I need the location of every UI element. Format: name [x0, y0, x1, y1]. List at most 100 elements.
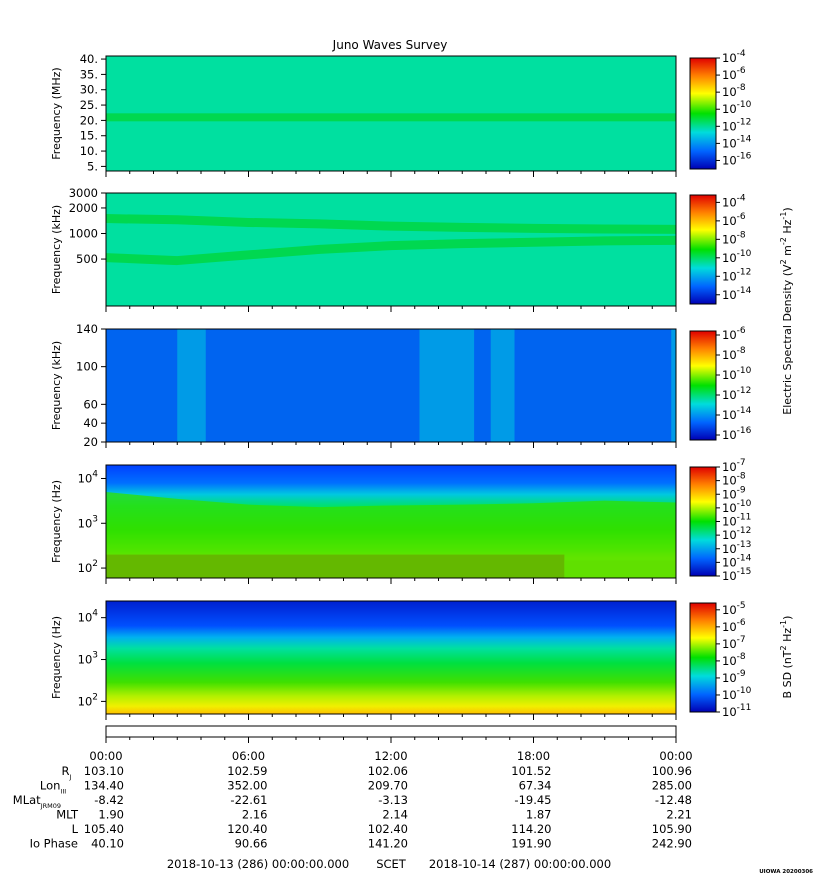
- panel-1: 40.35. 30.25.20. 15.10.5. Frequency (MHz) 10…: [50, 49, 752, 177]
- panel-4-cbar-tick-label: 10-8: [722, 472, 746, 488]
- panel-4-ytick-label: 103: [78, 514, 98, 530]
- panel-2-ytick-label: 3000: [69, 186, 98, 200]
- ephemeris-value: 114.20: [511, 822, 551, 836]
- panel-4-cbar-tick-label: 10-11: [722, 513, 751, 529]
- panel-3-cbar-tick-label: 10-16: [722, 426, 752, 442]
- panel-3-colorbar: [689, 330, 717, 441]
- panel-1-cbar-tick-label: 10-4: [722, 49, 746, 65]
- ephemeris-label: L: [72, 822, 79, 836]
- ephemeris-value: 2.21: [666, 808, 692, 822]
- ephemeris-value: 285.00: [652, 779, 692, 793]
- panel-3-cbar-tick-label: 10-14: [722, 406, 752, 422]
- panel-5-cbar-tick-label: 10-11: [722, 703, 751, 719]
- panel-3-cbar-tick-label: 10-8: [722, 346, 746, 362]
- panel-2-feature-1: [105, 214, 677, 234]
- panel-2-cbar-tick-label: 10-8: [722, 230, 746, 246]
- panel-2-cbar-tick-label: 10-10: [722, 249, 752, 265]
- ephemeris-value: 40.10: [91, 837, 124, 851]
- panel-5-cbar-tick-label: 10-5: [722, 601, 746, 617]
- footer-start: 2018-10-13 (286) 00:00:00.000: [167, 857, 349, 871]
- ephemeris-value: 1.90: [98, 808, 124, 822]
- footer-frame: SCET: [376, 857, 407, 871]
- time-label: 18:00: [517, 749, 550, 763]
- panel-5-cbar-tick-label: 10-10: [722, 686, 752, 702]
- time-label: 12:00: [374, 749, 407, 763]
- panel-1-cbar-tick-label: 10-12: [722, 117, 751, 133]
- ephemeris-value: -3.13: [378, 793, 408, 807]
- ephemeris-value: 102.06: [368, 764, 408, 778]
- panel-2-cbar-tick-label: 10-6: [722, 212, 746, 228]
- ephemeris-value: -22.61: [230, 793, 267, 807]
- panel-1-ytick-label: 40.: [80, 52, 98, 66]
- ephemeris-value: 2.16: [242, 808, 268, 822]
- footer-end: 2018-10-14 (287) 00:00:00.000: [429, 857, 611, 871]
- ephemeris-value: 2.14: [382, 808, 408, 822]
- panel-4-cbar-tick-label: 10-14: [722, 553, 752, 569]
- panel-1-cbar-tick-label: 10-6: [722, 66, 746, 82]
- panel-5-cbar-tick-label: 10-6: [722, 618, 746, 634]
- ephemeris-value: 100.96: [652, 764, 692, 778]
- ephemeris-value: 102.59: [227, 764, 267, 778]
- panel-5-colorbar: [689, 602, 717, 713]
- panel-2-cbar-tick-label: 10-4: [722, 193, 746, 209]
- panel-1-colorbar: [689, 57, 717, 170]
- panel-4-cbar-tick-label: 10-9: [722, 485, 746, 501]
- chart-title: Juno Waves Survey: [332, 38, 448, 52]
- panel-4-ylabel: Frequency (Hz): [50, 480, 63, 563]
- ephemeris-value: 67.34: [519, 779, 552, 793]
- panel-4: 104 103 102 Frequency (Hz) 10-710-810-910-10…: [50, 458, 752, 584]
- time-label: 00:00: [659, 749, 692, 763]
- ephemeris-value: 102.40: [368, 822, 408, 836]
- panel-1-ytick-label: 15.: [80, 129, 98, 143]
- panel-3-feature-1: [177, 329, 206, 442]
- ephemeris-label: MLatJRM09: [13, 793, 61, 810]
- panel-1-ytick-label: 30.: [80, 83, 98, 97]
- panel-3-ytick-label: 140: [76, 322, 98, 336]
- panel-4-feature-2: [106, 491, 676, 578]
- panel-2-ytick-label: 500: [76, 252, 98, 266]
- panel-2-cbar-tick-label: 10-12: [722, 267, 751, 283]
- panel-1-cbar-tick-label: 10-8: [722, 83, 746, 99]
- panel-1-feature-1: [106, 113, 676, 122]
- ephemeris-label: RJ: [61, 764, 71, 781]
- panel-2-ylabel: Frequency (kHz): [50, 205, 63, 294]
- ephemeris-value: 103.10: [84, 764, 124, 778]
- ephemeris-value: 141.20: [368, 837, 408, 851]
- panel-4-ytick-label: 102: [78, 559, 98, 575]
- panel-3-ytick-label: 100: [76, 360, 98, 374]
- ephemeris-value: -8.42: [94, 793, 124, 807]
- panel-4-cbar-tick-label: 10-10: [722, 499, 752, 515]
- time-axis: 00:00 06:00 12:00 18:00 00:00: [89, 725, 693, 763]
- ephemeris-value: -19.45: [514, 793, 551, 807]
- panel-4-cbar-tick-label: 10-7: [722, 458, 746, 474]
- panel-5-ylabel: Frequency (Hz): [50, 616, 63, 699]
- panel-1-cbar-tick-label: 10-10: [722, 100, 752, 116]
- panel-5-ytick-label: 104: [78, 609, 99, 625]
- time-strip: [105, 725, 677, 738]
- panel-1-ytick-label: 5.: [87, 159, 98, 173]
- panel-5-ytick-label: 102: [78, 692, 98, 708]
- panel-3-ytick-label: 20: [83, 435, 98, 449]
- panel-3-feature-4: [671, 329, 676, 442]
- panel-4-colorbar: [689, 466, 717, 577]
- ephemeris-value: 209.70: [368, 779, 408, 793]
- time-label: 00:00: [89, 749, 122, 763]
- time-label: 06:00: [232, 749, 265, 763]
- magnetic-colorbar-label: B SD (nT2 Hz-1): [779, 616, 794, 699]
- panel-2-ytick-label: 1000: [69, 227, 98, 241]
- panel-1-ylabel: Frequency (MHz): [50, 67, 63, 159]
- panel-3-cbar-tick-label: 10-6: [722, 326, 746, 342]
- panel-2-ytick-label: 2000: [69, 201, 98, 215]
- panel-1-ytick-label: 20.: [80, 113, 98, 127]
- panel-3-cbar-tick-label: 10-12: [722, 386, 751, 402]
- panel-4-cbar-tick-label: 10-12: [722, 526, 751, 542]
- ephemeris-label: Io Phase: [30, 837, 78, 851]
- panel-3-feature-3: [490, 329, 515, 442]
- panel-4-cbar-tick-label: 10-15: [722, 567, 751, 583]
- panel-1-ytick-label: 25.: [80, 98, 98, 112]
- electric-colorbar-label: Electric Spectral Density (V2 m-2 Hz-1): [779, 207, 794, 414]
- panel-5-spectrogram: [106, 601, 676, 714]
- version-stamp: UIOWA 20200306: [759, 869, 813, 875]
